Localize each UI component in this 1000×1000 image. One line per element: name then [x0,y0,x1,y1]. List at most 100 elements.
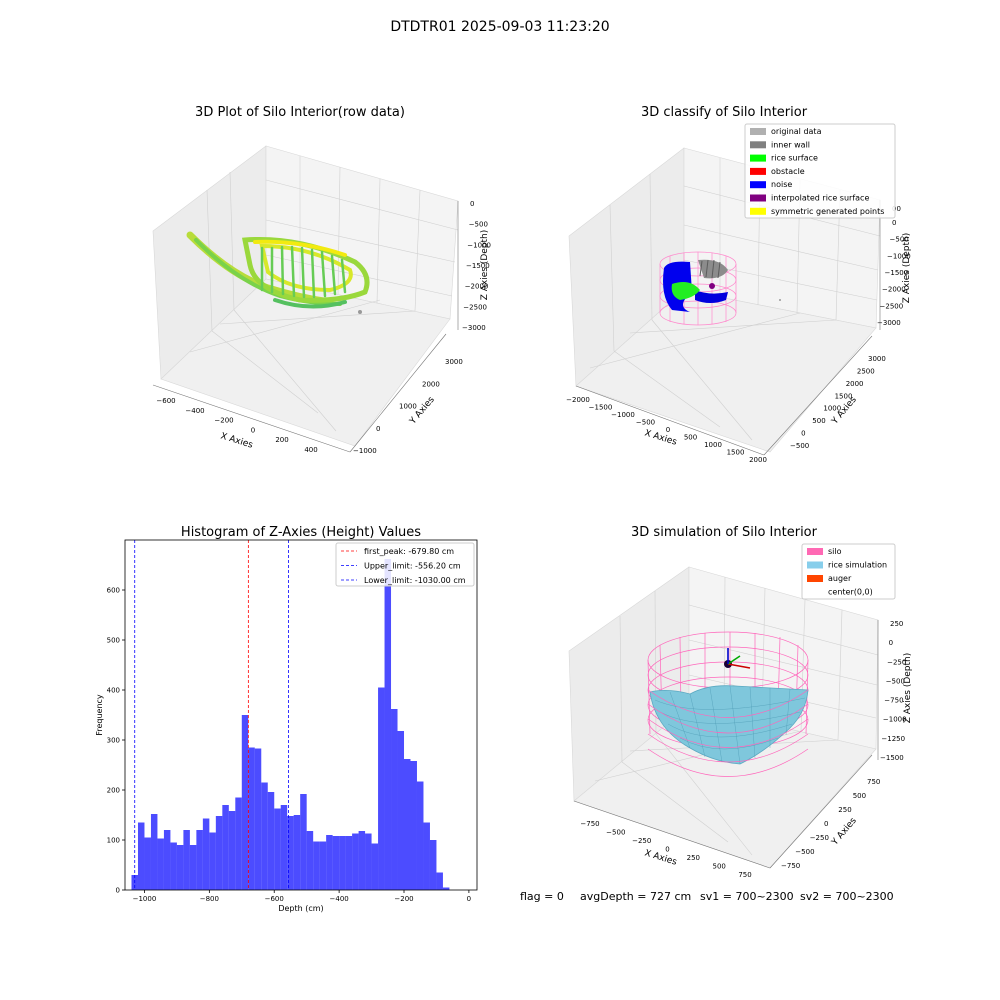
histogram-bar [170,842,177,890]
classify-x-tick-label: 500 [684,434,697,442]
histogram-bar [261,782,268,890]
simulation-z-tick-label: −1000 [883,716,907,724]
classify-3d-panel: 3D classify of Silo Interior [566,105,912,464]
classify-legend-swatch [750,167,766,175]
classify-legend-swatch [750,181,766,189]
histogram-y-tick-label: 300 [107,737,120,745]
simulation-legend-swatch [807,548,823,555]
raw-x-tick-label: 200 [275,436,288,444]
raw-x-ticks: −600 −400 −200 0 200 400 [156,397,317,454]
histogram-bar [248,747,255,890]
simulation-y-tick-label: 0 [824,820,828,828]
classify-x-tick-label: 1000 [704,441,722,449]
histogram-x-tick-label: −200 [394,895,413,903]
simulation-legend-box [801,543,896,600]
classify-z-label: Z Axies (Depth) [902,233,912,304]
classify-y-tick-label: 2500 [857,367,875,375]
raw-x-tick-label: 0 [251,426,255,434]
classify-y-tick-label: 1500 [835,392,853,400]
histogram-bar [326,835,333,890]
histogram-bar [365,833,372,890]
classify-x-tick-label: −2000 [566,396,590,404]
raw-y-tick-label: 3000 [445,358,463,366]
classify-y-tick-label: 500 [812,417,825,425]
raw-grid [189,156,459,432]
histogram-bar [202,818,210,890]
simulation-z-tick-label: −250 [887,658,906,666]
classify-legend-label: obstacle [771,167,805,176]
raw-z-tick-label: −3000 [462,324,486,332]
classify-y-tick-label: 1000 [823,405,841,413]
classify-legend-label: original data [771,127,822,136]
simulation-x-label: X Axies [643,848,678,867]
histogram-bar [371,843,379,890]
simulation-legend-label: auger [828,574,852,583]
histogram-x-tick-label: −1000 [133,895,157,903]
classify-z-tick-label: −3000 [877,319,901,327]
simulation-z-ticks: 250 0 −250 −500 −750 −1000 −1250 −1500 [880,620,907,762]
raw-z-tick-label: −1500 [466,262,490,270]
histogram-y-tick-label: 600 [107,587,120,595]
histogram-legend-entries: first_peak: -679.80 cm Upper_limit: -556.… [341,547,466,585]
raw-x-tick-label: 400 [304,446,317,454]
raw-x-tick-label: −200 [214,417,233,425]
simulation-x-tick-label: −750 [580,820,599,828]
classify-x-ticks: −2000−1500−1000−500 0 500 1000 1500 2000 [566,396,767,464]
histogram-bar [241,715,249,890]
histogram-bar [300,794,307,890]
histogram-bar [280,805,288,890]
simulation-legend-swatch [807,575,823,582]
raw-z-label: Z Axies (Depth) [480,230,490,301]
simulation-x-tick-label: −250 [632,837,651,845]
simulation-y-tick-label: −250 [810,834,829,842]
simulation-z-label: Z Axies (Depth) [903,653,913,724]
histogram-bar [222,805,229,890]
simulation-silo-wireframe-front [647,689,809,777]
simulation-axes-lines [573,620,879,869]
raw-x-label: X Axies [219,431,254,450]
classify-points [663,259,781,312]
classify-legend-swatch [750,141,766,149]
histogram-bar [235,797,242,890]
simulation-y-tick-label: 250 [838,806,851,814]
simulation-x-tick-label: 750 [738,871,751,879]
classify-legend-label: noise [771,180,792,189]
raw-z-tick-label: −1000 [467,241,491,249]
simulation-legend-label: silo [828,547,842,556]
raw-panel-title: 3D Plot of Silo Interior(row data) [195,105,405,120]
histogram-bar [345,836,353,890]
simulation-legend-label: center(0,0) [828,588,873,597]
simulation-y-tick-label: 500 [853,792,866,800]
classify-noise-right [695,290,728,303]
histogram-bar [267,792,275,890]
classify-z-tick-label: 0 [892,219,896,227]
histogram-bar [189,845,197,890]
simulation-y-tick-label: 750 [867,778,880,786]
classify-x-tick-label: 0 [666,426,670,434]
simulation-legend-label: rice simulation [828,561,887,570]
histogram-y-tick-label: 100 [107,837,120,845]
classify-rice-surface-points [671,282,700,300]
classify-y-ticks: −500 0 500 1000 1500 2000 2500 3000 [790,355,886,450]
raw-y-tick-label: −1000 [353,447,377,455]
classify-z-tick-label: −2000 [882,286,906,294]
classify-legend-label: symmetric generated points [771,207,884,216]
histogram-y-tick-label: 0 [116,887,120,895]
classify-z-tick-label: −2500 [880,302,904,310]
raw-point-cloud [186,231,370,309]
classify-y-tick-label: 2000 [846,380,864,388]
histogram-x-tick-label: −800 [200,895,219,903]
histogram-bar [163,830,171,890]
histogram-y-tick-label: 400 [107,687,120,695]
simulation-panel-title: 3D simulation of Silo Interior [631,525,818,540]
raw-data-3d-panel: 3D Plot of Silo Interior(row data) [152,105,491,455]
raw-x-tick-label: −400 [185,407,204,415]
histogram-y-label: Frequency [95,694,104,736]
classify-x-label: X Axies [643,428,678,447]
simulation-auger-axis-y [727,655,741,665]
histogram-bar [404,759,411,890]
histogram-title: Histogram of Z-Axies (Height) Values [181,525,421,540]
histogram-bar [176,845,184,890]
simulation-legend-entries: silo rice simulation auger center(0,0) [807,547,887,597]
